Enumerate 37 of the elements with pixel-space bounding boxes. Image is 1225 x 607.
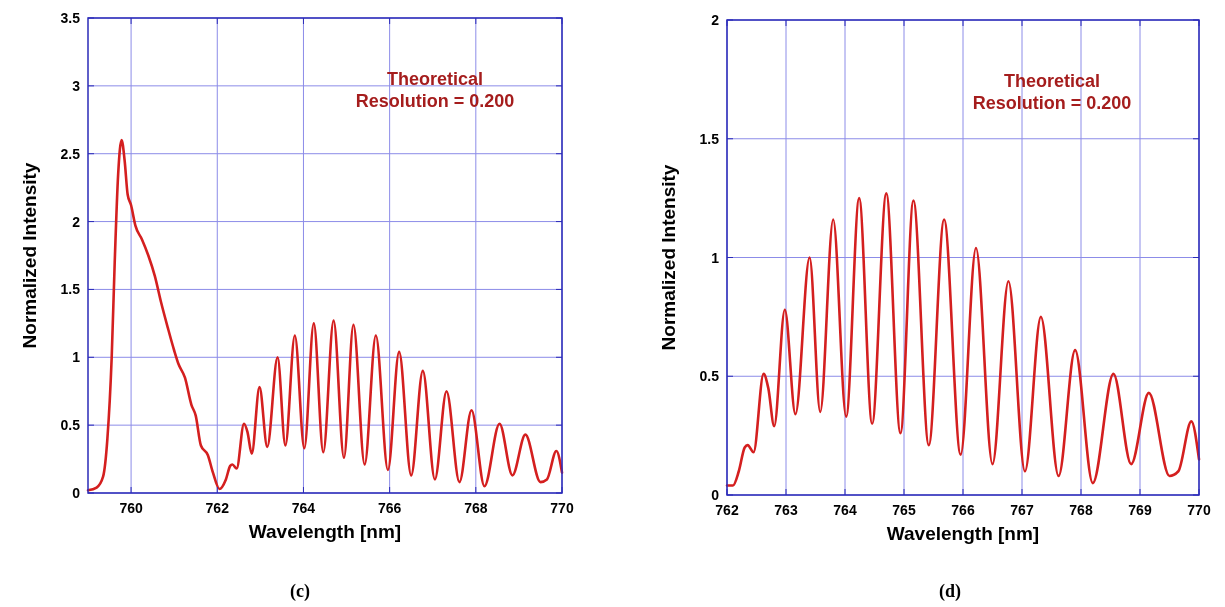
y-tick-label: 0 [72, 485, 81, 501]
x-tick-label: 763 [774, 502, 798, 518]
y-tick-label: 3 [72, 77, 81, 94]
y-tick-label: 3.5 [60, 10, 81, 26]
x-tick-label: 766 [377, 500, 402, 516]
x-tick-label: 768 [1069, 502, 1093, 518]
y-tick-label: 2 [711, 12, 720, 28]
y-tick-label: 2 [72, 213, 81, 230]
x-tick-label: 764 [291, 500, 316, 516]
x-axis-title: Wavelength [nm] [248, 521, 402, 542]
y-tick-label: 0.5 [60, 417, 81, 434]
y-tick-label: 1.5 [60, 281, 81, 298]
x-tick-label: 760 [119, 500, 143, 516]
y-tick-label: 0 [711, 487, 720, 503]
text: (d) [939, 581, 961, 602]
x-tick-label: 770 [1187, 502, 1211, 518]
y-tick-label: 1 [711, 249, 720, 266]
line-series [725, 192, 1201, 487]
x-tick-label: 764 [833, 502, 857, 518]
y-tick-label: 1 [72, 349, 81, 366]
annotation: Theoretical Resolution = 0.200 [972, 71, 1132, 113]
x-tick-label: 768 [464, 500, 488, 516]
x-tick-label: 766 [951, 502, 975, 518]
y-axis-title: Normalized Intensity [658, 164, 679, 351]
annotation: Theoretical Resolution = 0.200 [355, 69, 515, 111]
x-tick-label: 767 [1010, 502, 1034, 518]
x-tick-label: 762 [715, 502, 739, 518]
y-tick-label: 2.5 [60, 145, 81, 162]
y-tick-label: 0.5 [699, 368, 720, 385]
x-tick-label: 769 [1128, 502, 1152, 518]
y-tick-label: 1.5 [699, 130, 720, 147]
x-tick-label: 762 [205, 500, 230, 516]
x-tick-label: 765 [892, 502, 916, 518]
text: (c) [290, 581, 310, 602]
x-tick-label: 770 [550, 500, 574, 516]
x-axis-title: Wavelength [nm] [886, 523, 1040, 544]
y-axis-title: Normalized Intensity [19, 162, 40, 349]
